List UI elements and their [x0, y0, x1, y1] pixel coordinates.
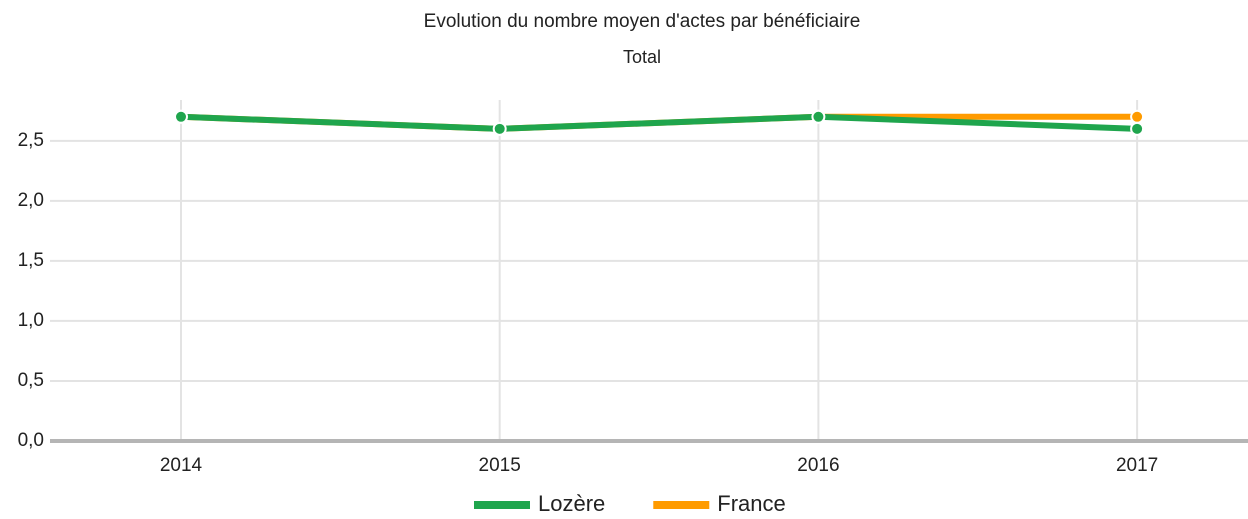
y-tick-label: 2,0 [18, 190, 44, 211]
point [1130, 121, 1145, 136]
chart-subtitle: Total [623, 47, 661, 67]
legend-label: France [717, 491, 785, 516]
y-tick-label: 2,5 [18, 130, 44, 151]
series-line [178, 113, 1141, 132]
point [811, 109, 826, 124]
y-tick-label: 1,0 [18, 310, 44, 331]
x-tick-label: 2015 [479, 455, 521, 476]
y-tick-label: 1,5 [18, 250, 44, 271]
point [174, 109, 188, 124]
chart-title: Evolution du nombre moyen d'actes par bé… [424, 11, 861, 32]
point [492, 121, 507, 136]
y-tick-label: 0,0 [18, 430, 44, 451]
y-tick-label: 0,5 [18, 370, 44, 391]
point [1130, 109, 1145, 124]
x-tick-label: 2014 [160, 455, 203, 476]
x-tick-label: 2017 [1116, 455, 1158, 476]
legend-label: Lozère [538, 491, 605, 516]
x-tick-label: 2016 [797, 455, 839, 476]
